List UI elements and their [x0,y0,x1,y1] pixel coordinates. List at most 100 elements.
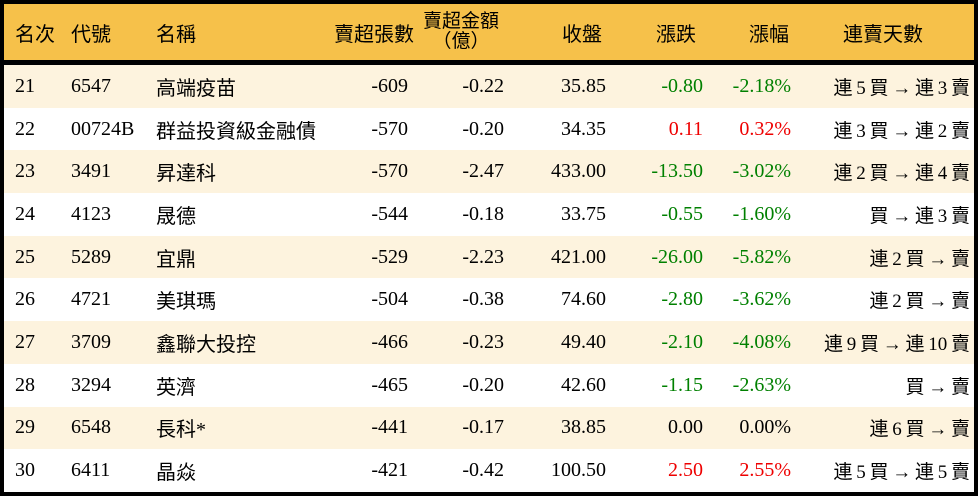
cell-rank: 30 [4,449,62,492]
cell-rank: 22 [4,107,62,151]
cell-change-pct: 2.55% [704,449,792,492]
col-header-sell-amount: 賣超金額 （億） [414,4,508,65]
cell-rank: 29 [4,406,62,450]
cell-streak: 連 2 買 → 連 4 賣 [792,150,974,194]
cell-streak: 連 2 買 → 賣 [792,235,974,279]
cell-sell-amount: -0.38 [414,278,508,322]
cell-rank: 21 [4,62,62,108]
cell-name: 晶焱 [150,449,316,492]
cell-streak: 連 5 買 → 連 5 賣 [792,449,974,492]
cell-name: 群益投資級金融債 [150,107,316,151]
col-header-change: 漲跌 [608,4,704,65]
cell-change: -0.55 [608,193,704,236]
sell-over-ranking-table: 名次 代號 名稱 賣超張數 賣超金額 （億） 收盤 漲跌 漲幅 連賣天數 21 6… [4,4,974,492]
cell-code: 3294 [62,363,150,407]
sell-amount-line1: 賣超金額 [422,11,499,33]
cell-sell-amount: -0.23 [414,321,508,364]
cell-streak: 買 → 連 3 賣 [792,193,974,236]
cell-code: 6548 [62,406,150,450]
cell-streak: 連 2 買 → 賣 [792,278,974,322]
cell-sell-volume: -504 [316,278,414,322]
cell-change: -26.00 [608,235,704,279]
cell-close: 433.00 [508,150,608,194]
cell-name: 美琪瑪 [150,278,316,322]
cell-code: 6411 [62,449,150,492]
cell-sell-volume: -441 [316,406,414,450]
cell-close: 100.50 [508,449,608,492]
cell-code: 3709 [62,321,150,364]
cell-name: 晟德 [150,193,316,236]
table-row: 24 4123 晟德 -544 -0.18 33.75 -0.55 -1.60%… [4,193,974,236]
cell-code: 4721 [62,278,150,322]
table-row: 23 3491 昇達科 -570 -2.47 433.00 -13.50 -3.… [4,150,974,194]
cell-sell-volume: -544 [316,193,414,236]
cell-name: 英濟 [150,363,316,407]
cell-change-pct: -3.02% [704,150,792,194]
cell-streak: 買 → 賣 [792,363,974,407]
cell-change: 2.50 [608,449,704,492]
cell-change-pct: 0.32% [704,107,792,151]
table-row: 22 00724B 群益投資級金融債 -570 -0.20 34.35 0.11… [4,107,974,151]
col-header-rank: 名次 [4,4,62,65]
cell-change: -1.15 [608,363,704,407]
cell-name: 長科* [150,406,316,450]
col-header-sell-volume: 賣超張數 [316,4,414,65]
col-header-name: 名稱 [150,4,316,65]
cell-change: 0.00 [608,406,704,450]
cell-sell-amount: -0.20 [414,363,508,407]
cell-change: -2.10 [608,321,704,364]
cell-change-pct: -3.62% [704,278,792,322]
cell-rank: 24 [4,193,62,236]
cell-sell-volume: -465 [316,363,414,407]
cell-close: 42.60 [508,363,608,407]
cell-change-pct: -1.60% [704,193,792,236]
cell-code: 00724B [62,107,150,151]
cell-sell-volume: -570 [316,150,414,194]
cell-code: 5289 [62,235,150,279]
cell-sell-volume: -570 [316,107,414,151]
cell-code: 4123 [62,193,150,236]
cell-change: -2.80 [608,278,704,322]
cell-sell-amount: -0.20 [414,107,508,151]
cell-code: 6547 [62,62,150,108]
table-row: 26 4721 美琪瑪 -504 -0.38 74.60 -2.80 -3.62… [4,278,974,322]
cell-name: 宜鼎 [150,235,316,279]
cell-sell-amount: -0.42 [414,449,508,492]
cell-code: 3491 [62,150,150,194]
cell-sell-amount: -0.17 [414,406,508,450]
cell-rank: 27 [4,321,62,364]
cell-name: 昇達科 [150,150,316,194]
cell-close: 74.60 [508,278,608,322]
cell-close: 49.40 [508,321,608,364]
cell-sell-amount: -2.47 [414,150,508,194]
col-header-close: 收盤 [508,4,608,65]
cell-change: -13.50 [608,150,704,194]
cell-change-pct: -2.18% [704,62,792,108]
cell-sell-volume: -529 [316,235,414,279]
cell-streak: 連 6 買 → 賣 [792,406,974,450]
cell-change-pct: -5.82% [704,235,792,279]
cell-sell-volume: -609 [316,62,414,108]
header-row: 名次 代號 名稱 賣超張數 賣超金額 （億） 收盤 漲跌 漲幅 連賣天數 [4,4,974,65]
cell-change-pct: 0.00% [704,406,792,450]
table-row: 25 5289 宜鼎 -529 -2.23 421.00 -26.00 -5.8… [4,235,974,279]
cell-close: 34.35 [508,107,608,151]
table-header: 名次 代號 名稱 賣超張數 賣超金額 （億） 收盤 漲跌 漲幅 連賣天數 [4,4,974,65]
table-row: 28 3294 英濟 -465 -0.20 42.60 -1.15 -2.63%… [4,363,974,407]
cell-rank: 26 [4,278,62,322]
cell-close: 421.00 [508,235,608,279]
cell-change: 0.11 [608,107,704,151]
cell-streak: 連 3 買 → 連 2 賣 [792,107,974,151]
col-header-change-pct: 漲幅 [704,4,792,65]
cell-streak: 連 9 買 → 連 10 賣 [792,321,974,364]
cell-sell-amount: -0.22 [414,62,508,108]
cell-streak: 連 5 買 → 連 3 賣 [792,62,974,108]
col-header-code: 代號 [62,4,150,65]
sell-amount-line2: （億） [432,31,490,52]
cell-sell-volume: -421 [316,449,414,492]
cell-name: 鑫聯大投控 [150,321,316,364]
table-row: 30 6411 晶焱 -421 -0.42 100.50 2.50 2.55% … [4,449,974,492]
cell-change: -0.80 [608,62,704,108]
cell-close: 38.85 [508,406,608,450]
